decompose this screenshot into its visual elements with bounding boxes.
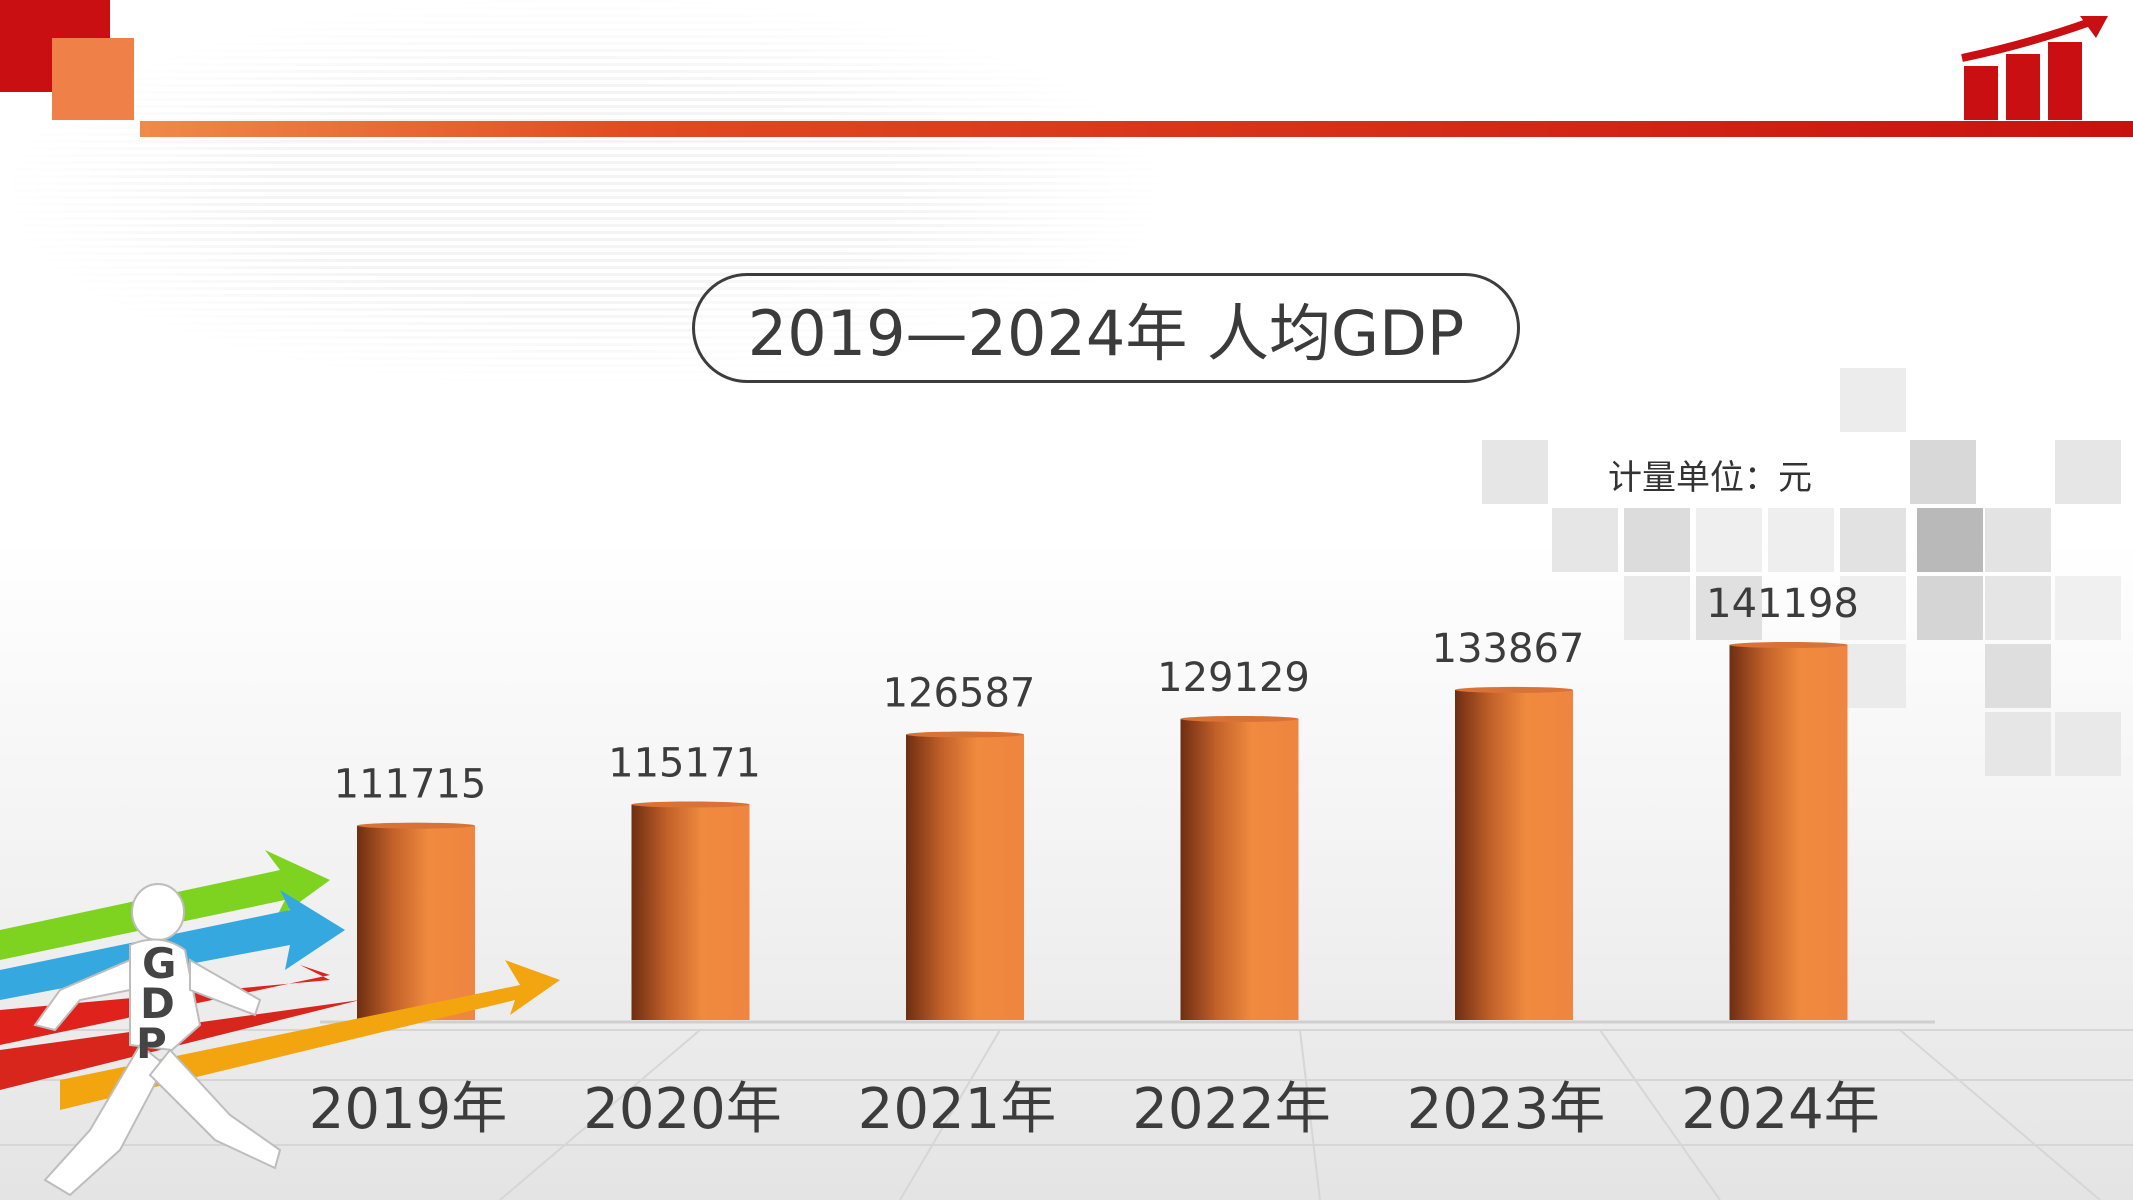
- bar-top-2020年: [631, 801, 750, 808]
- data-label-2024年: 141198: [1706, 581, 1859, 627]
- category-label-2022年: 2022年: [1132, 1077, 1331, 1142]
- bar-top-2019年: [357, 822, 475, 829]
- decorative-grid-squares: [1482, 368, 2121, 776]
- bar-2021年: [906, 734, 1024, 1020]
- bar-2019年: [357, 825, 475, 1020]
- category-label-2024年: 2024年: [1681, 1077, 1880, 1142]
- chart-title: 2019—2024年 人均GDP: [692, 273, 1520, 383]
- bar-top-2023年: [1455, 686, 1573, 693]
- growth-chart-icon: [1961, 16, 2108, 120]
- world-map-background: [0, 0, 1300, 480]
- bar-top-2021年: [906, 731, 1024, 738]
- data-label-2020年: 115171: [608, 740, 761, 786]
- figure-letter-g: G: [142, 939, 176, 988]
- category-label-2021年: 2021年: [858, 1077, 1057, 1142]
- figure-letter-p: P: [136, 1019, 167, 1068]
- data-label-2019年: 111715: [334, 762, 487, 808]
- data-label-2023年: 133867: [1432, 626, 1585, 672]
- category-label-2020年: 2020年: [583, 1077, 782, 1142]
- data-label-2021年: 126587: [883, 671, 1036, 717]
- bar-top-2022年: [1180, 715, 1299, 722]
- bar-2020年: [631, 804, 750, 1020]
- gdp-runner-illustration: G D P: [0, 850, 560, 1197]
- figure-letter-d: D: [140, 979, 175, 1028]
- bar-top-2024年: [1729, 642, 1848, 648]
- corner-decoration-orange: [52, 38, 134, 120]
- header-rule: [140, 121, 2133, 137]
- bar-2023年: [1455, 689, 1573, 1020]
- bar-2022年: [1180, 718, 1299, 1020]
- data-label-2022年: 129129: [1157, 655, 1310, 701]
- category-label-2019年: 2019年: [309, 1077, 508, 1142]
- bar-2024年: [1729, 645, 1848, 1020]
- unit-label: 计量单位：元: [1608, 458, 1812, 498]
- category-label-2023年: 2023年: [1407, 1077, 1606, 1142]
